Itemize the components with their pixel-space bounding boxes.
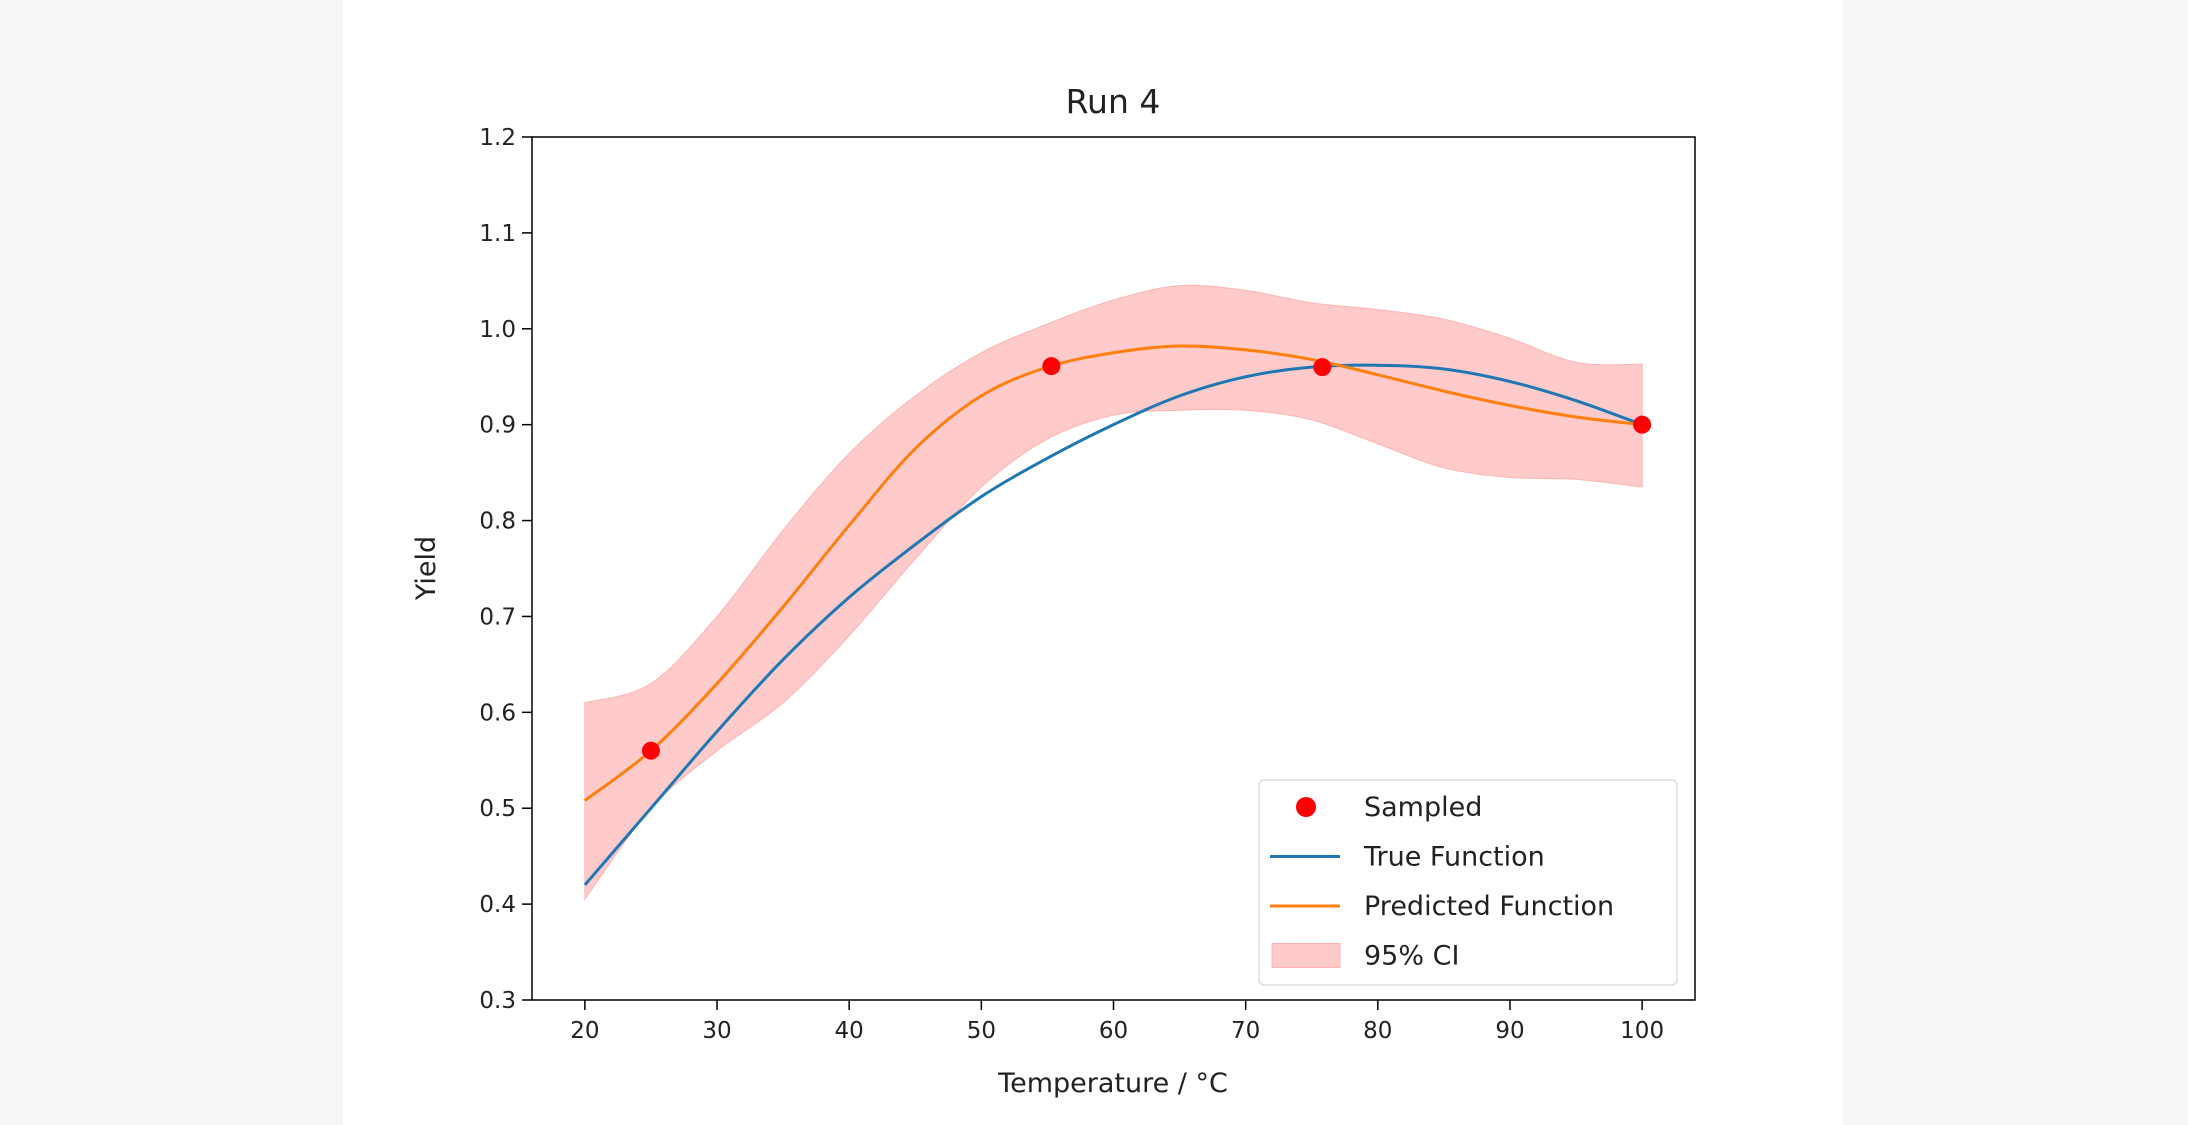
x-tick-label: 50 xyxy=(967,1018,996,1044)
legend-marker-sampled xyxy=(1296,797,1316,817)
sampled-point xyxy=(1313,358,1332,377)
x-tick-label: 90 xyxy=(1495,1018,1524,1044)
y-tick-label: 0.5 xyxy=(479,796,516,822)
legend-label: 95% CI xyxy=(1364,941,1459,972)
y-tick-label: 0.4 xyxy=(479,892,516,918)
x-tick-label: 30 xyxy=(702,1018,731,1044)
x-tick-label: 70 xyxy=(1231,1018,1260,1044)
legend-label: True Function xyxy=(1363,842,1545,873)
y-tick-label: 0.6 xyxy=(479,700,516,726)
x-tick-label: 20 xyxy=(570,1018,599,1044)
x-tick-label: 100 xyxy=(1620,1018,1664,1044)
ci-band xyxy=(584,284,1643,901)
chart-title: Run 4 xyxy=(1066,82,1161,121)
legend-patch-ci xyxy=(1271,943,1341,968)
y-tick-label: 0.9 xyxy=(479,413,516,439)
y-tick-label: 0.3 xyxy=(479,988,516,1014)
x-tick-label: 40 xyxy=(835,1018,864,1044)
sampled-point xyxy=(1042,357,1061,376)
sampled-point xyxy=(1633,415,1652,434)
legend-label: Predicted Function xyxy=(1364,891,1614,922)
legend-box xyxy=(1258,779,1678,986)
x-tick-label: 60 xyxy=(1099,1018,1128,1044)
y-tick-label: 1.2 xyxy=(479,125,516,151)
series-line-predicted-function xyxy=(583,344,1643,802)
legend: Sampled True Function Predicted Function 95… xyxy=(1258,779,1678,986)
x-tick-label: 80 xyxy=(1363,1018,1392,1044)
legend-label: Sampled xyxy=(1364,792,1482,823)
y-tick-label: 0.7 xyxy=(479,604,516,630)
y-tick-label: 0.8 xyxy=(479,509,516,535)
x-axis-label: Temperature / °C xyxy=(997,1068,1228,1099)
y-tick-label: 1.1 xyxy=(479,221,516,247)
y-axis-label: Yield xyxy=(411,536,442,601)
sampled-point xyxy=(641,741,660,760)
y-tick-label: 1.0 xyxy=(479,317,516,343)
series-line-true-function xyxy=(583,363,1643,886)
